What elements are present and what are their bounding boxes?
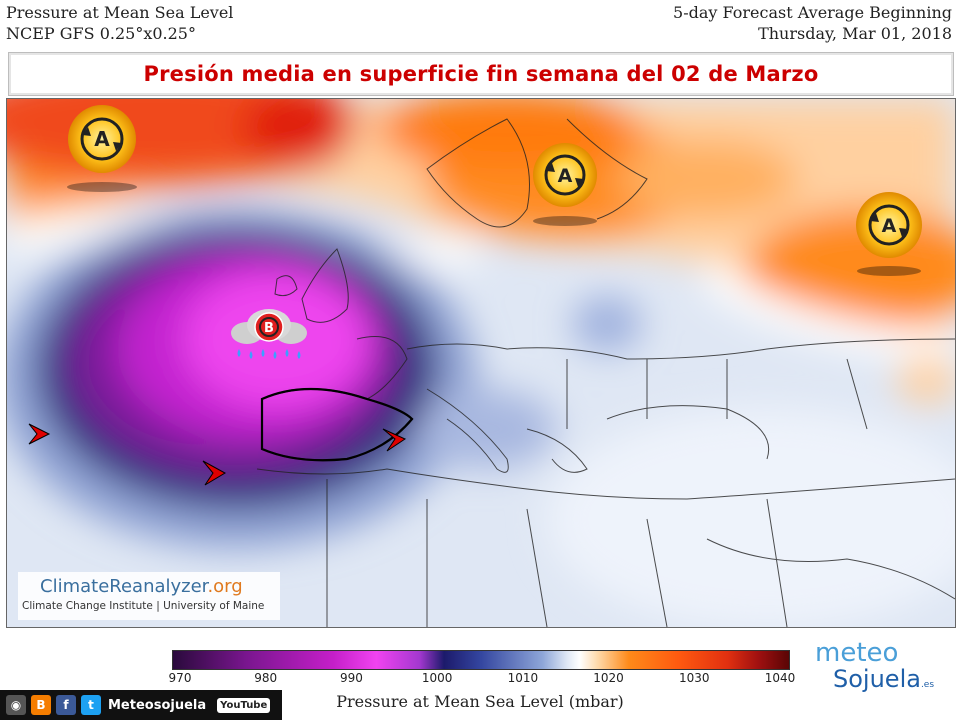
low-label: B: [264, 321, 274, 336]
flow-arrows: [28, 423, 407, 486]
title-left-1: Pressure at Mean Sea Level: [6, 3, 234, 22]
high-pressure-symbol-atlantic: A: [67, 105, 137, 192]
meteosojuela-line2: Sojuela: [833, 665, 921, 693]
title-left-2: NCEP GFS 0.25°x0.25°: [6, 24, 196, 43]
rain-drops-icon: [237, 349, 301, 359]
high-label: A: [882, 215, 897, 237]
high-pressure-symbol-russia: A: [856, 192, 922, 276]
facebook-icon[interactable]: f: [56, 695, 76, 715]
title-right-1: 5-day Forecast Average Beginning: [673, 3, 952, 22]
climatereanalyzer-logo: ClimateReanalyzer.org: [40, 576, 243, 597]
twitter-icon[interactable]: t: [81, 695, 101, 715]
meteosojuela-line1: meteo: [815, 638, 899, 668]
logo-text-main: ClimateReanalyzer: [40, 576, 208, 597]
arrow-chevron-icon: [202, 460, 227, 486]
arrow-chevron-icon: [28, 423, 51, 445]
title-banner: Presión media en superficie fin semana d…: [8, 52, 954, 96]
header: Pressure at Mean Sea Level NCEP GFS 0.25…: [0, 0, 960, 48]
colorbar-tick: 1000: [421, 671, 453, 685]
meteosojuela-logo: meteo Sojuela.es: [815, 640, 934, 698]
high-pressure-symbol-scandinavia: A: [533, 143, 597, 226]
blogger-icon[interactable]: B: [31, 695, 51, 715]
meteosojuela-suffix: .es: [920, 680, 935, 690]
colorbar-label: Pressure at Mean Sea Level (mbar): [336, 692, 624, 711]
high-label: A: [94, 127, 110, 151]
social-bar: ◉ B f t Meteosojuela YouTube: [0, 690, 282, 720]
logo-subtitle: Climate Change Institute | University of…: [22, 600, 265, 612]
pressure-colorbar: [172, 650, 790, 670]
colorbar-tick: 970: [168, 671, 192, 685]
logo-box: [18, 572, 280, 620]
low-pressure-symbol: B: [231, 309, 307, 359]
logo-text-domain: .org: [207, 576, 243, 597]
social-name: Meteosojuela: [108, 697, 207, 713]
colorbar-tick: 1020: [593, 671, 624, 685]
youtube-icon[interactable]: YouTube: [217, 697, 271, 713]
pressure-map: A A A B: [6, 98, 956, 628]
colorbar-tick: 980: [254, 671, 278, 685]
banner-title: Presión media en superficie fin semana d…: [143, 62, 819, 86]
iberia-outline: [260, 387, 414, 462]
coastlines: [256, 118, 955, 627]
colorbar-tick: 990: [339, 671, 363, 685]
map-svg: A A A B: [7, 99, 955, 627]
colorbar-tick: 1040: [764, 671, 796, 685]
colorbar-tick: 1010: [507, 671, 539, 685]
instagram-icon[interactable]: ◉: [6, 695, 26, 715]
high-label: A: [558, 165, 573, 187]
title-right-2: Thursday, Mar 01, 2018: [758, 24, 952, 43]
colorbar-tick: 1030: [679, 671, 710, 685]
arrow-chevron-icon: [382, 428, 407, 452]
